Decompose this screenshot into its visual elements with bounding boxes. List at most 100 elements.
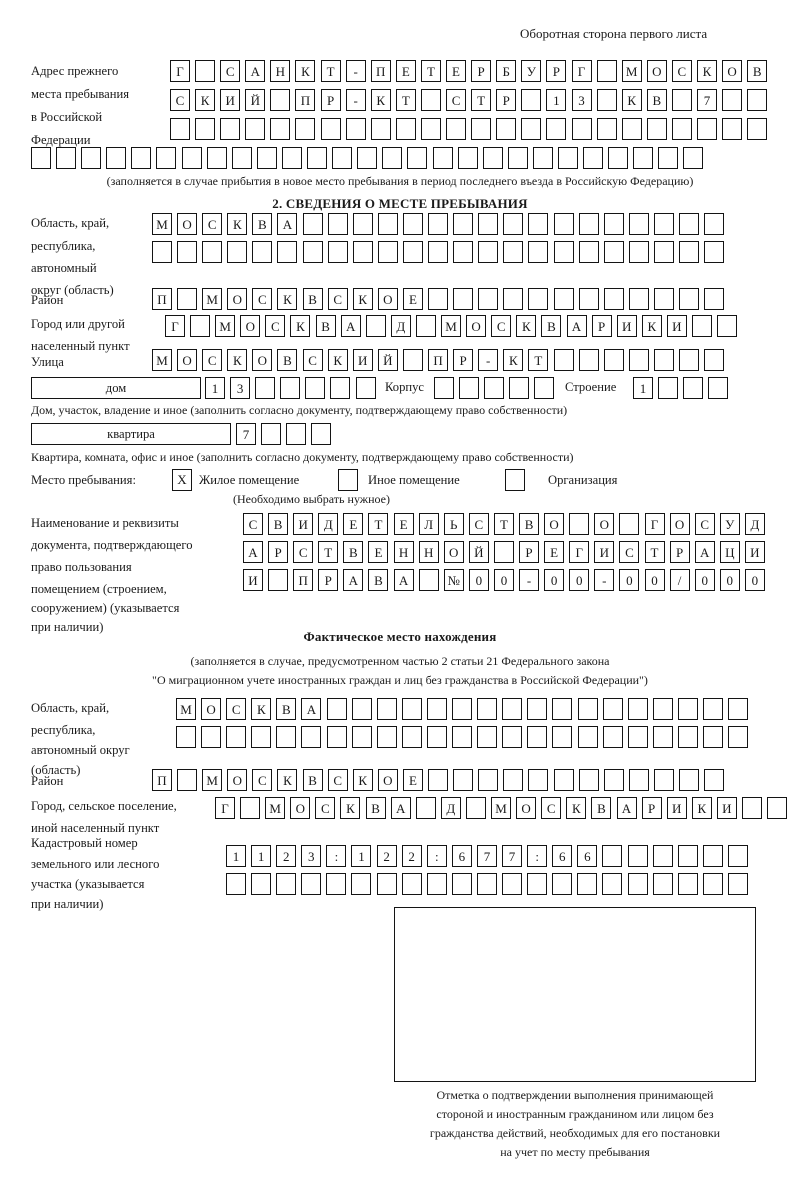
comb-cell[interactable]: Й: [468, 541, 489, 563]
comb-cell[interactable]: /: [669, 569, 690, 591]
comb-cell[interactable]: Ц: [719, 541, 740, 563]
comb-cell[interactable]: 2: [276, 845, 297, 867]
comb-cell[interactable]: 1: [546, 89, 567, 111]
comb-cell[interactable]: [677, 873, 698, 895]
comb-cell[interactable]: 2: [376, 845, 397, 867]
comb-cell[interactable]: А: [343, 569, 364, 591]
comb-cell[interactable]: А: [616, 797, 637, 819]
comb-cell[interactable]: [240, 797, 261, 819]
comb-cell[interactable]: [352, 241, 373, 263]
comb-cell[interactable]: [482, 147, 503, 169]
comb-cell[interactable]: 0: [744, 569, 765, 591]
comb-cell[interactable]: Т: [368, 513, 389, 535]
comb-cell[interactable]: [226, 873, 246, 895]
comb-cell[interactable]: [702, 726, 723, 748]
comb-cell[interactable]: М: [152, 213, 172, 235]
comb-cell[interactable]: [578, 241, 599, 263]
comb-cell[interactable]: [678, 241, 699, 263]
comb-cell[interactable]: [305, 377, 326, 399]
comb-cell[interactable]: [201, 726, 222, 748]
comb-cell[interactable]: [428, 213, 449, 235]
comb-cell[interactable]: [603, 288, 624, 310]
comb-cell[interactable]: Б: [496, 60, 517, 82]
comb-cell[interactable]: [326, 726, 347, 748]
comb-cell[interactable]: К: [251, 698, 272, 720]
comb-cell[interactable]: У: [719, 513, 740, 535]
comb-cell[interactable]: [527, 698, 548, 720]
comb-cell[interactable]: [401, 726, 422, 748]
comb-cell[interactable]: [578, 769, 599, 791]
comb-cell[interactable]: [521, 89, 542, 111]
comb-cell[interactable]: В: [252, 213, 273, 235]
comb-cell[interactable]: В: [302, 769, 323, 791]
comb-cell[interactable]: Е: [402, 288, 423, 310]
comb-cell[interactable]: Р: [320, 89, 341, 111]
comb-cell[interactable]: [702, 873, 723, 895]
comb-cell[interactable]: [696, 118, 717, 140]
comb-cell[interactable]: [704, 349, 725, 371]
comb-cell[interactable]: [428, 288, 449, 310]
comb-cell[interactable]: [459, 377, 480, 399]
comb-cell[interactable]: Е: [446, 60, 467, 82]
comb-cell[interactable]: 3: [301, 845, 322, 867]
comb-cell[interactable]: [195, 60, 216, 82]
comb-cell[interactable]: [156, 147, 177, 169]
comb-cell[interactable]: С: [468, 513, 489, 535]
comb-cell[interactable]: [426, 873, 447, 895]
comb-cell[interactable]: Г: [644, 513, 665, 535]
comb-cell[interactable]: [181, 147, 202, 169]
comb-cell[interactable]: [527, 726, 548, 748]
comb-cell[interactable]: [177, 241, 198, 263]
comb-cell[interactable]: К: [696, 60, 717, 82]
section2-region-row-2[interactable]: [152, 241, 725, 263]
comb-cell[interactable]: [702, 698, 723, 720]
place-type-option-0-box[interactable]: X: [172, 469, 192, 491]
comb-cell[interactable]: [502, 726, 523, 748]
comb-cell[interactable]: 0: [468, 569, 489, 591]
comb-cell[interactable]: [477, 698, 498, 720]
comb-cell[interactable]: К: [277, 769, 298, 791]
comb-cell[interactable]: И: [666, 315, 687, 337]
comb-cell[interactable]: 6: [577, 845, 598, 867]
comb-cell[interactable]: [420, 118, 441, 140]
comb-cell[interactable]: [578, 213, 599, 235]
comb-cell[interactable]: [727, 845, 748, 867]
comb-cell[interactable]: [678, 288, 699, 310]
comb-cell[interactable]: К: [503, 349, 524, 371]
comb-cell[interactable]: [280, 377, 301, 399]
comb-cell[interactable]: Т: [528, 349, 549, 371]
comb-cell[interactable]: [702, 845, 723, 867]
comb-cell[interactable]: С: [327, 288, 348, 310]
comb-cell[interactable]: К: [277, 288, 298, 310]
comb-cell[interactable]: [621, 118, 642, 140]
cadastral-row-2[interactable]: [226, 873, 748, 895]
comb-cell[interactable]: К: [352, 288, 373, 310]
comb-cell[interactable]: [226, 726, 247, 748]
comb-cell[interactable]: И: [666, 797, 687, 819]
comb-cell[interactable]: [261, 423, 282, 445]
comb-cell[interactable]: С: [265, 315, 286, 337]
comb-cell[interactable]: Д: [390, 315, 411, 337]
comb-cell[interactable]: С: [252, 288, 273, 310]
comb-cell[interactable]: [426, 726, 447, 748]
comb-cell[interactable]: П: [152, 769, 172, 791]
comb-cell[interactable]: [56, 147, 77, 169]
comb-cell[interactable]: [577, 726, 598, 748]
comb-cell[interactable]: [627, 845, 648, 867]
comb-cell[interactable]: К: [691, 797, 712, 819]
comb-cell[interactable]: №: [443, 569, 464, 591]
comb-cell[interactable]: Г: [569, 541, 590, 563]
comb-cell[interactable]: [332, 147, 353, 169]
comb-cell[interactable]: [457, 147, 478, 169]
doc-req-row-3[interactable]: И П Р А В А № 0 0-0 0-0 0/0 0 0: [243, 569, 765, 591]
comb-cell[interactable]: О: [377, 288, 398, 310]
comb-cell[interactable]: А: [277, 213, 298, 235]
comb-cell[interactable]: [677, 845, 698, 867]
comb-cell[interactable]: [276, 873, 297, 895]
comb-cell[interactable]: Г: [215, 797, 235, 819]
comb-cell[interactable]: [628, 288, 649, 310]
comb-cell[interactable]: [351, 726, 372, 748]
